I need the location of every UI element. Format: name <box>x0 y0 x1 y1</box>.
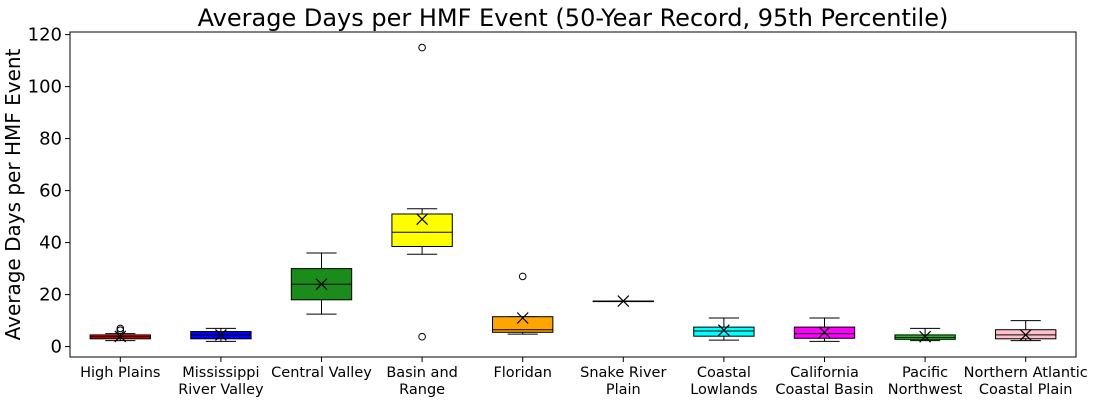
y-tick-label: 40 <box>39 233 62 254</box>
box-body <box>492 316 554 333</box>
plot-frame <box>69 31 1077 358</box>
x-tick-label: Northern Atlantic <box>964 365 1088 381</box>
mean-marker <box>516 312 529 324</box>
box-series <box>89 43 1057 343</box>
x-tick-label: Snake River <box>580 365 666 381</box>
x-tick-label: Coastal <box>697 365 751 381</box>
x-tick-label: River Valley <box>178 382 264 398</box>
mean-marker <box>818 326 831 339</box>
y-tick-label: 80 <box>39 129 62 150</box>
outlier-point <box>116 324 125 333</box>
y-axis: 0 20 40 60 80 100 120 <box>28 25 70 358</box>
box-1 <box>89 324 151 343</box>
y-tick-label: 0 <box>51 337 62 358</box>
y-axis-label: Average Days per HMF Event <box>1 48 25 340</box>
x-tick-label: Mississippi <box>182 365 259 381</box>
x-tick-label: Lowlands <box>690 382 757 398</box>
y-tick-label: 100 <box>28 77 62 98</box>
x-tick-label: Range <box>399 382 445 398</box>
mean-marker <box>919 330 932 343</box>
y-tick-label: 120 <box>28 25 62 46</box>
chart-title: Average Days per HMF Event (50-Year Reco… <box>198 4 949 32</box>
mean-marker <box>214 328 227 341</box>
box-7 <box>693 317 755 341</box>
x-tick-label: Basin and <box>386 365 458 381</box>
y-tick-label: 60 <box>39 181 62 202</box>
x-tick-label: Plain <box>606 382 641 398</box>
mean-marker <box>416 213 429 226</box>
box-9 <box>894 327 956 343</box>
x-tick-label: Coastal Basin <box>775 382 873 398</box>
mean-marker <box>315 278 328 291</box>
box-5 <box>492 272 554 335</box>
y-tick-label: 20 <box>39 285 62 306</box>
x-tick-label: Northwest <box>888 382 963 398</box>
outlier-point <box>518 272 527 281</box>
box-body <box>693 326 755 337</box>
box-2 <box>190 327 252 342</box>
mean-marker <box>617 295 630 308</box>
box-10 <box>995 320 1057 342</box>
mean-marker <box>114 330 127 343</box>
x-tick-label: High Plains <box>80 365 160 381</box>
box-6 <box>592 295 654 308</box>
x-tick-label: California <box>790 365 859 381</box>
x-tick-label: Floridan <box>493 365 552 381</box>
box-3 <box>290 252 353 315</box>
outlier-point <box>418 43 426 52</box>
box-4 <box>391 43 453 341</box>
mean-marker <box>1019 328 1032 341</box>
x-tick-label: Pacific <box>902 365 948 381</box>
x-tick-label: Central Valley <box>271 365 372 381</box>
x-tick-label: Coastal Plain <box>979 382 1073 398</box>
box-8 <box>793 317 856 342</box>
outlier-point <box>418 332 426 341</box>
mean-marker <box>717 324 730 337</box>
